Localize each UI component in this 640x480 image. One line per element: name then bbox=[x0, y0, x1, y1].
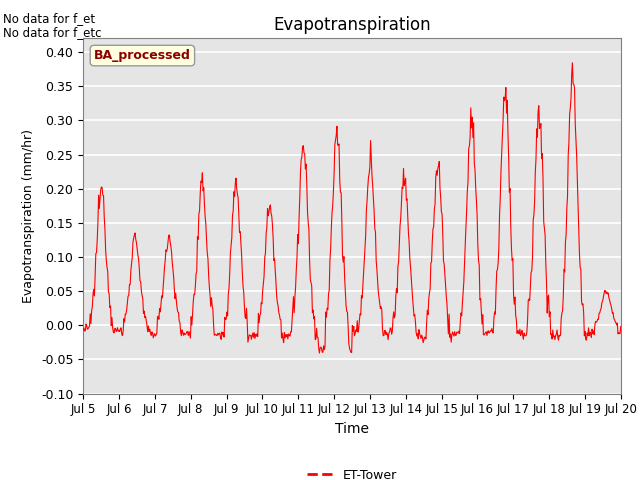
Title: Evapotranspiration: Evapotranspiration bbox=[273, 16, 431, 34]
Y-axis label: Evapotranspiration (mm/hr): Evapotranspiration (mm/hr) bbox=[22, 129, 35, 303]
X-axis label: Time: Time bbox=[335, 422, 369, 436]
Text: BA_processed: BA_processed bbox=[94, 49, 191, 62]
Text: No data for f_etc: No data for f_etc bbox=[3, 26, 102, 39]
Text: No data for f_et: No data for f_et bbox=[3, 12, 95, 25]
Legend: ET-Tower: ET-Tower bbox=[302, 464, 402, 480]
